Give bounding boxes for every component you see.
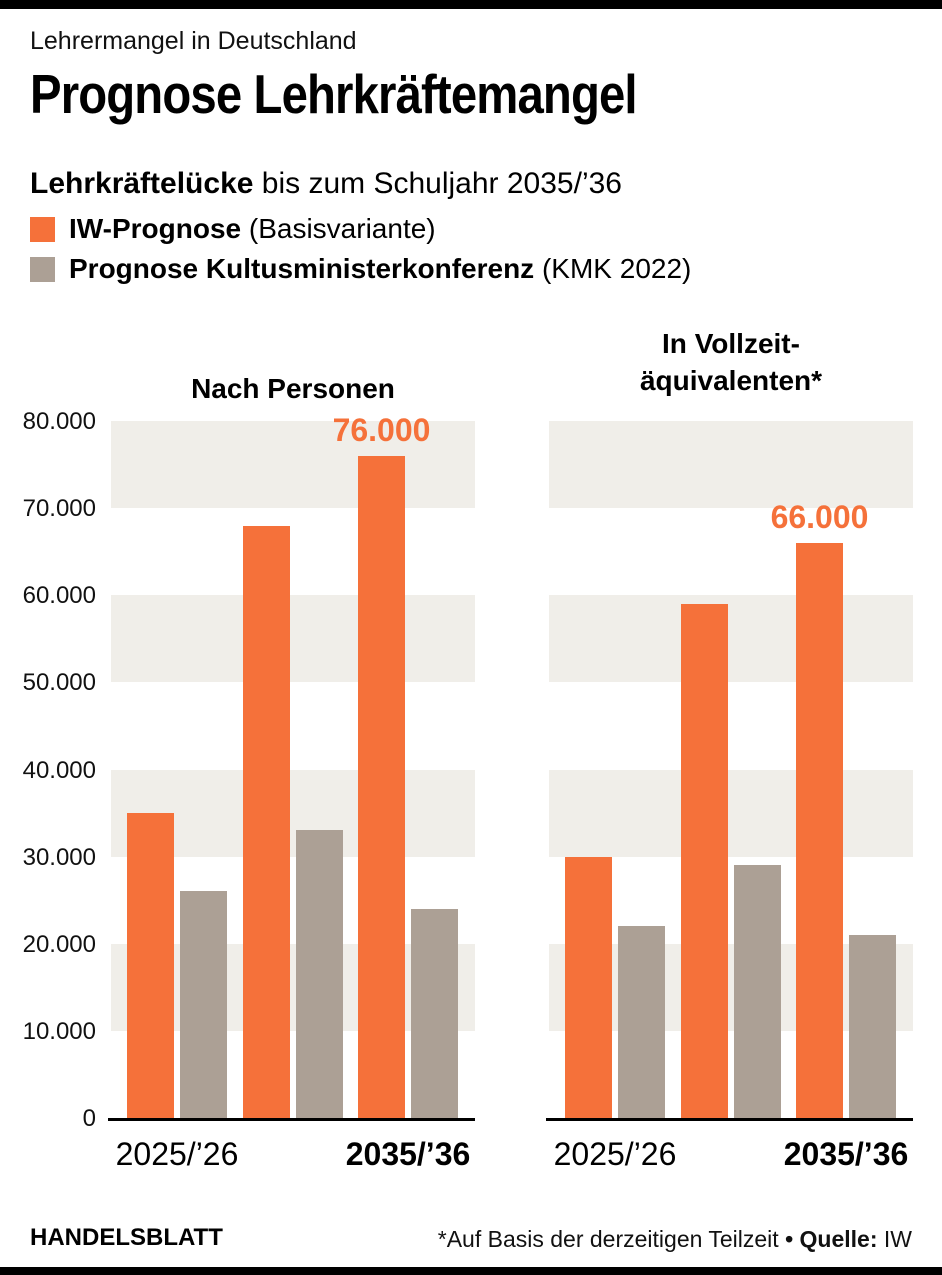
kicker: Lehrermangel in Deutschland [30, 27, 357, 55]
plot-stripe-band [549, 421, 913, 509]
plot-stripe-band [111, 595, 475, 683]
bar-kmk-prognose [411, 909, 458, 1118]
legend-label-rest: (KMK 2022) [534, 253, 692, 284]
footnote-text: *Auf Basis der derzeitigen Teilzeit [437, 1226, 779, 1252]
bar-kmk-prognose [849, 935, 896, 1118]
bottom-rule [0, 1267, 942, 1275]
plot-stripe-band [111, 421, 475, 509]
bar-value-label: 76.000 [332, 411, 431, 448]
source-value: IW [883, 1226, 912, 1252]
x-axis-category-label: 2025/’26 [553, 1136, 677, 1172]
x-axis-line [108, 1118, 475, 1121]
chart-subtitle: Lehrkräftelücke bis zum Schuljahr 2035/’… [30, 167, 622, 201]
publisher-logo: HANDELSBLATT [30, 1224, 223, 1251]
y-axis-tick-label: 60.000 [22, 582, 96, 610]
bar-iw-prognose [243, 526, 290, 1118]
bar-kmk-prognose [180, 891, 227, 1118]
y-axis-tick-label: 40.000 [22, 756, 96, 784]
x-axis-category-label: 2035/’36 [783, 1136, 909, 1172]
subtitle-rest: bis zum Schuljahr 2035/’36 [253, 167, 622, 200]
footnote: *Auf Basis der derzeitigen Teilzeit • Qu… [330, 1226, 912, 1253]
bar-value-label: 66.000 [770, 498, 869, 535]
bar-iw-prognose [127, 813, 174, 1118]
legend-item-kmk: Prognose Kultusministerkonferenz (KMK 20… [30, 253, 691, 285]
chart-panel-title: Nach Personen [191, 373, 395, 404]
bar-kmk-prognose [618, 926, 665, 1118]
chart-panel-title: äquivalenten* [639, 365, 823, 396]
page-title: Prognose Lehrkräftemangel [30, 63, 638, 125]
source-label: Quelle: [799, 1226, 878, 1252]
chart-panel-title: In Vollzeit- [662, 328, 800, 359]
y-axis-tick-label: 70.000 [22, 495, 96, 523]
legend-label: IW-Prognose (Basisvariante) [69, 213, 436, 245]
plot-stripe-band [549, 595, 913, 683]
bar-kmk-prognose [296, 830, 343, 1118]
y-axis-tick-label: 80.000 [22, 408, 96, 435]
y-axis-tick-label: 30.000 [22, 843, 96, 871]
top-rule [0, 0, 942, 9]
x-axis-category-label: 2025/’26 [115, 1136, 239, 1172]
plot-stripe-band [549, 769, 913, 857]
legend-label: Prognose Kultusministerkonferenz (KMK 20… [69, 253, 691, 285]
y-axis-tick-label: 0 [82, 1105, 96, 1132]
footnote-bullet: • [785, 1226, 794, 1252]
legend-label-bold: IW-Prognose [69, 213, 242, 244]
x-axis-line [546, 1118, 913, 1121]
x-axis-category-label: 2035/’36 [345, 1136, 471, 1172]
bar-iw-prognose [565, 857, 612, 1118]
bar-iw-prognose [358, 456, 405, 1118]
bar-iw-prognose [681, 604, 728, 1118]
y-axis-tick-label: 10.000 [22, 1017, 96, 1045]
legend-label-rest: (Basisvariante) [241, 213, 436, 244]
subtitle-bold: Lehrkräftelücke [30, 167, 254, 200]
legend-swatch-gray-icon [30, 256, 55, 282]
y-axis-tick-label: 50.000 [22, 669, 96, 697]
y-axis-tick-label: 20.000 [22, 930, 96, 958]
legend-swatch-orange-icon [30, 216, 55, 242]
legend-label-bold: Prognose Kultusministerkonferenz [69, 253, 535, 284]
bar-kmk-prognose [734, 865, 781, 1118]
legend-item-iw: IW-Prognose (Basisvariante) [30, 213, 436, 245]
bar-iw-prognose [796, 543, 843, 1118]
